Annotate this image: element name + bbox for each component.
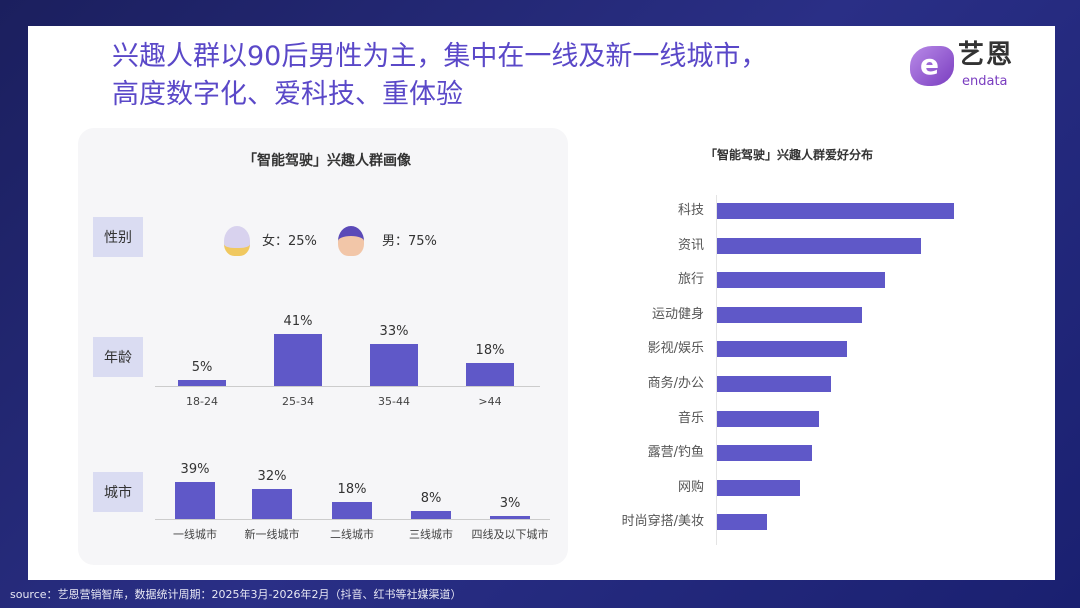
bar xyxy=(717,237,921,254)
category-label: 音乐 xyxy=(677,410,704,426)
category-label: 运动健身 xyxy=(651,306,704,322)
tick-label: 35-44 xyxy=(378,395,410,408)
bar xyxy=(490,516,530,519)
bar xyxy=(717,341,848,358)
source-note: source：艺恩营销智库，数据统计周期：2025年3月-2026年2月（抖音、… xyxy=(10,588,462,601)
data-label: 39% xyxy=(180,461,210,477)
portrait-card xyxy=(78,128,568,565)
female-avatar-icon xyxy=(224,226,250,256)
hobby-axis xyxy=(716,195,717,545)
female-share: 女：25% xyxy=(262,234,317,249)
bar xyxy=(717,479,800,496)
endata-logo: e 艺恩 endata xyxy=(910,40,1040,96)
bar xyxy=(370,344,418,386)
bar xyxy=(717,203,954,219)
title-line-1: 兴趣人群以90后男性为主，集中在一线及新一线城市， xyxy=(112,41,768,72)
category-label: 露营/钓鱼 xyxy=(647,445,704,461)
bar xyxy=(717,410,819,427)
tick-label: 四线及以下城市 xyxy=(471,528,549,541)
bar xyxy=(717,445,812,462)
age-tag: 年龄 xyxy=(93,337,143,377)
age-axis xyxy=(155,386,540,387)
city-axis xyxy=(155,519,550,520)
category-label: 网购 xyxy=(677,479,704,495)
logo-mark-icon: e xyxy=(910,46,954,86)
tick-label: 二线城市 xyxy=(330,528,374,541)
data-label: 32% xyxy=(257,468,287,484)
bar xyxy=(466,363,514,386)
male-share: 男：75% xyxy=(382,234,437,249)
category-label: 商务/办公 xyxy=(647,376,704,391)
tick-label: 新一线城市 xyxy=(244,528,300,541)
logo-cn: 艺恩 xyxy=(958,40,1015,70)
bar xyxy=(178,379,226,386)
category-label: 旅行 xyxy=(677,272,704,288)
category-label: 时尚穿搭/美妆 xyxy=(621,514,704,530)
data-label: 41% xyxy=(283,313,313,329)
data-label: 3% xyxy=(499,496,521,511)
data-label: 5% xyxy=(191,359,213,375)
portrait-title: 「智能驾驶」兴趣人群画像 xyxy=(243,153,411,169)
bar xyxy=(175,481,215,519)
page-title: 兴趣人群以90后男性为主，集中在一线及新一线城市， 高度数字化、爱科技、重体验 xyxy=(112,38,902,114)
gender-tag: 性别 xyxy=(93,217,143,257)
bar xyxy=(332,501,372,519)
data-label: 18% xyxy=(475,343,505,359)
tick-label: 一线城市 xyxy=(173,528,217,541)
city-tag: 城市 xyxy=(93,472,143,512)
bar xyxy=(274,333,322,386)
bar xyxy=(717,272,886,289)
bar xyxy=(252,488,292,519)
male-avatar-icon xyxy=(338,226,364,256)
category-label: 影视/娱乐 xyxy=(647,341,704,357)
tick-label: 18-24 xyxy=(186,395,218,408)
data-label: 18% xyxy=(337,481,367,497)
title-line-2: 高度数字化、爱科技、重体验 xyxy=(112,79,463,110)
bar xyxy=(717,376,831,392)
logo-en: endata xyxy=(962,74,1008,89)
bar xyxy=(717,306,862,323)
hobby-title: 「智能驾驶」兴趣人群爱好分布 xyxy=(705,148,874,162)
tick-label: >44 xyxy=(478,395,502,408)
category-label: 资讯 xyxy=(677,237,704,253)
data-label: 8% xyxy=(420,491,442,507)
bar xyxy=(411,511,451,519)
tick-label: 三线城市 xyxy=(409,528,453,541)
data-label: 33% xyxy=(379,324,409,340)
category-label: 科技 xyxy=(677,203,704,218)
tick-label: 25-34 xyxy=(282,395,314,408)
bar xyxy=(717,514,767,531)
